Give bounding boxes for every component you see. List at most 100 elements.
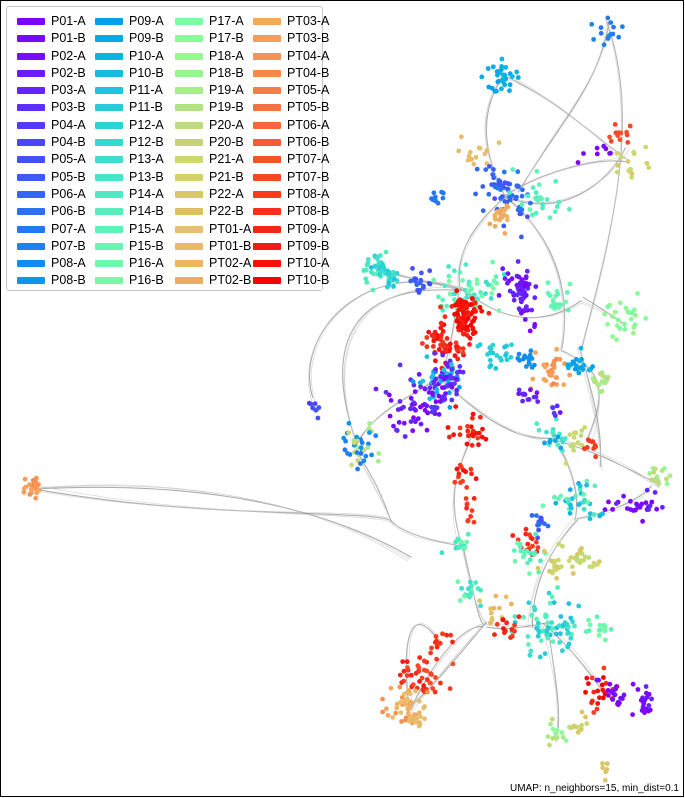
data-point — [365, 445, 371, 450]
data-point — [543, 614, 549, 620]
data-point — [368, 265, 374, 270]
data-point — [390, 269, 396, 275]
legend-label: P09-A — [129, 14, 164, 28]
data-point — [447, 291, 453, 297]
legend-label: P07-B — [51, 238, 86, 253]
legend-swatch — [17, 121, 45, 129]
umap-connection-edge — [556, 437, 660, 489]
data-point — [504, 203, 510, 209]
legend-label: P15-A — [129, 221, 164, 236]
data-point — [470, 415, 475, 421]
legend-swatch — [95, 139, 123, 147]
umap-connection-edge — [520, 23, 610, 189]
data-point — [470, 325, 476, 331]
data-point — [488, 346, 494, 352]
data-point — [310, 405, 316, 411]
data-point — [535, 399, 541, 404]
data-point — [504, 620, 509, 626]
legend-swatch — [95, 225, 123, 233]
data-point — [400, 659, 406, 664]
data-point — [644, 487, 650, 493]
data-point — [612, 309, 618, 315]
data-point — [530, 212, 535, 218]
data-point — [422, 386, 428, 392]
data-point — [456, 471, 462, 477]
data-point — [575, 552, 580, 557]
data-point — [408, 395, 414, 401]
data-point — [456, 148, 462, 154]
legend-item: PT01-B — [171, 238, 251, 255]
umap-connection-edge — [580, 24, 623, 348]
data-point — [385, 712, 391, 718]
legend-label: PT04-B — [287, 65, 330, 80]
data-point — [615, 133, 621, 139]
data-point — [496, 293, 502, 298]
data-point — [417, 714, 423, 720]
umap-connection-edge — [553, 439, 660, 485]
data-point — [542, 548, 547, 554]
legend-label: P04-A — [51, 117, 86, 132]
data-point — [545, 635, 551, 641]
legend-swatch — [17, 173, 45, 181]
legend-label: P12-A — [129, 117, 164, 132]
data-point — [383, 389, 389, 395]
data-point — [509, 276, 515, 282]
data-point — [424, 344, 430, 350]
data-point — [394, 427, 399, 433]
data-point — [457, 462, 463, 468]
data-point — [447, 358, 453, 364]
legend-label: PT01-B — [209, 238, 252, 253]
data-point — [415, 416, 421, 421]
legend-label: P13-B — [129, 169, 164, 184]
data-point — [552, 209, 558, 215]
data-point — [358, 451, 364, 456]
data-point — [478, 603, 483, 609]
data-point — [413, 407, 418, 413]
legend-item: P07-A — [13, 221, 93, 238]
data-point — [476, 442, 481, 448]
data-point — [534, 168, 540, 174]
data-point — [367, 421, 372, 426]
data-point — [435, 200, 441, 206]
data-point — [343, 438, 348, 444]
data-point — [428, 680, 433, 686]
data-point — [417, 655, 423, 660]
legend-item: PT09-A — [249, 221, 329, 238]
data-point — [502, 231, 508, 236]
data-point — [630, 712, 635, 717]
data-point — [471, 161, 477, 167]
data-point — [591, 37, 596, 42]
legend-item: P03-B — [13, 99, 93, 116]
legend-label: P05-B — [51, 169, 86, 184]
data-point — [463, 326, 468, 332]
data-point — [434, 387, 440, 392]
data-point — [516, 274, 522, 280]
legend-item: P02-A — [13, 48, 93, 65]
data-point — [631, 330, 636, 336]
data-point — [523, 275, 529, 281]
legend-label: PT07-A — [287, 152, 330, 167]
data-point — [502, 276, 508, 281]
data-point — [486, 84, 492, 90]
data-point — [554, 575, 560, 581]
data-point — [505, 280, 510, 286]
data-point — [390, 715, 396, 720]
data-point — [534, 539, 539, 545]
data-point — [473, 191, 478, 197]
data-point — [510, 167, 516, 172]
legend-label: PT06-B — [287, 135, 330, 150]
data-point — [505, 271, 511, 276]
data-point — [472, 315, 478, 321]
data-point — [469, 432, 475, 437]
data-point — [473, 154, 479, 160]
data-point — [405, 705, 411, 711]
data-point — [456, 299, 461, 304]
data-point — [536, 182, 542, 188]
data-point — [464, 295, 470, 300]
data-point — [420, 378, 426, 384]
data-point — [610, 31, 616, 37]
data-point — [522, 317, 528, 322]
data-point — [535, 197, 541, 203]
data-point — [533, 350, 538, 355]
data-point — [598, 30, 604, 36]
